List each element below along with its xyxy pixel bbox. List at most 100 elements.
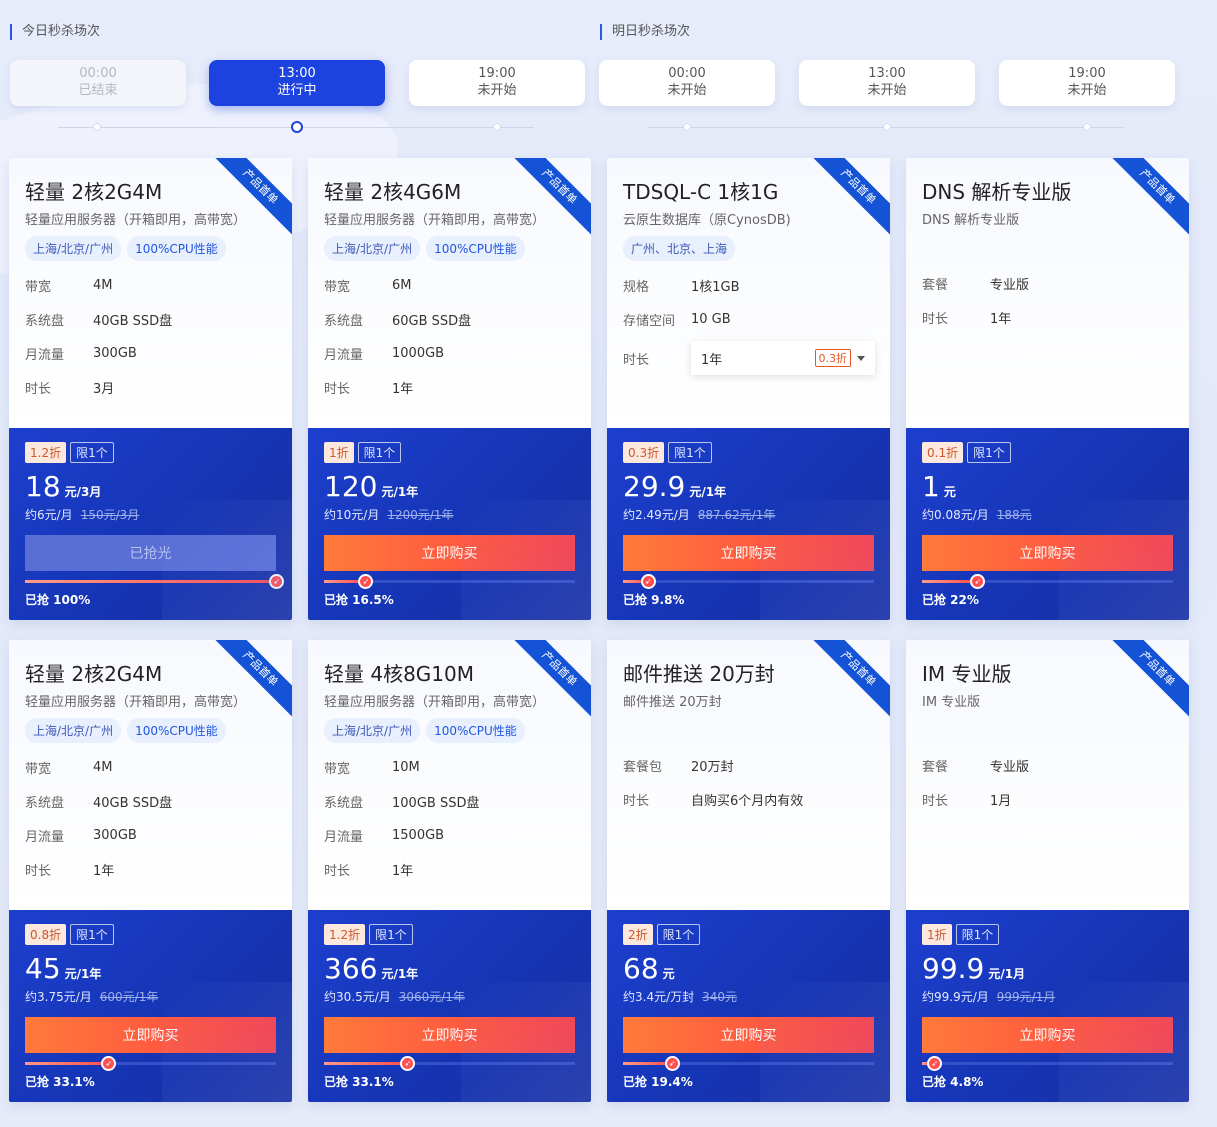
price-unit: 元/1年: [381, 967, 419, 981]
product-title: 轻量 2核2G4M: [25, 180, 163, 204]
product-subtitle: 轻量应用服务器（开箱即用，高带宽）: [324, 213, 546, 228]
sold-progress-bar: ➶: [324, 1056, 575, 1071]
spec-key: 时长: [623, 352, 650, 368]
price: 366 元/1年: [324, 952, 418, 985]
slot-status: 已结束: [78, 83, 118, 98]
price: 18 元/3月: [25, 470, 101, 503]
spec-key: 带宽: [25, 761, 52, 777]
spec-key: 时长: [324, 863, 351, 879]
buy-now-button[interactable]: 立即购买: [324, 535, 575, 571]
per-month: 约3.4元/万封: [623, 990, 695, 1004]
price-panel: 1折 限1个 120 元/1年 约10元/月 1200元/1年 立即购买 ➶ 已抢 …: [308, 428, 591, 620]
product-subtitle: DNS 解析专业版: [922, 213, 1020, 228]
product-card: 产品首单 轻量 2核2G4M 轻量应用服务器（开箱即用，高带宽） 上海/北京/广…: [9, 640, 292, 1102]
sold-percentage: 已抢 33.1%: [25, 1075, 95, 1089]
spec-row: 带宽 6M: [324, 268, 471, 302]
spec-key: 规格: [623, 279, 650, 295]
price-value: 29.9: [623, 470, 686, 503]
spec-key: 时长: [922, 311, 949, 327]
spec-row: 套餐 专业版: [922, 266, 1029, 300]
slot-tomorrow-1900[interactable]: 19:00 未开始: [999, 60, 1175, 106]
buy-now-button[interactable]: 立即购买: [922, 1017, 1173, 1053]
rocket-icon: ➶: [358, 574, 374, 589]
spec-value: 10M: [392, 759, 420, 775]
buy-now-button[interactable]: 立即购买: [922, 535, 1173, 571]
rocket-icon: ➶: [927, 1056, 943, 1071]
slot-today-0000[interactable]: 00:00 已结束: [10, 60, 186, 106]
rocket-icon: ➶: [970, 574, 986, 589]
spec-value: 60GB SSD盘: [392, 313, 472, 329]
price-panel: 1.2折 限1个 366 元/1年 约30.5元/月 3060元/1年 立即购买 ➶…: [308, 910, 591, 1102]
badge-list: 1折 限1个: [324, 442, 402, 463]
spec-row: 系统盘 100GB SSD盘: [324, 784, 479, 818]
tag-list: 上海/北京/广州 100%CPU性能: [25, 236, 226, 261]
spec-value: 1年: [392, 381, 414, 397]
today-section-label: 今日秒杀场次: [10, 24, 100, 40]
rocket-icon: ➶: [400, 1056, 416, 1071]
badge-list: 0.1折 限1个: [922, 442, 1011, 463]
slot-status: 未开始: [477, 83, 517, 98]
progress-fill: [922, 580, 978, 583]
price-value: 1: [922, 470, 940, 503]
buy-now-button[interactable]: 立即购买: [623, 535, 874, 571]
price-panel: 2折 限1个 68 元 约3.4元/万封 340元 立即购买 ➶ 已抢 19.4%: [607, 910, 890, 1102]
price-per: 约30.5元/月 3060元/1年: [324, 988, 465, 1005]
product-subtitle: IM 专业版: [922, 695, 981, 710]
per-month: 约30.5元/月: [324, 990, 391, 1004]
sold-percentage: 已抢 100%: [25, 593, 91, 607]
sold-percentage: 已抢 4.8%: [922, 1075, 984, 1089]
spec-value: 20万封: [691, 759, 734, 775]
spec-key: 套餐包: [623, 759, 663, 775]
slot-today-1900[interactable]: 19:00 未开始: [409, 60, 585, 106]
spec-value: 1年: [392, 863, 414, 879]
spec-key: 套餐: [922, 277, 949, 293]
spec-key: 套餐: [922, 759, 949, 775]
limit-badge: 限1个: [955, 924, 1000, 945]
buy-now-button[interactable]: 立即购买: [623, 1017, 874, 1053]
limit-badge: 限1个: [668, 442, 712, 463]
spec-value: 专业版: [990, 759, 1030, 775]
badge-list: 1.2折 限1个: [25, 442, 114, 463]
product-card: 产品首单 DNS 解析专业版 DNS 解析专业版 套餐 专业版 时长 1年 0.…: [906, 158, 1189, 620]
slot-today-1300[interactable]: 13:00 进行中: [209, 60, 385, 106]
slot-tomorrow-1300[interactable]: 13:00 未开始: [799, 60, 975, 106]
progress-fill: [25, 580, 276, 583]
sold-progress-bar: ➶: [922, 1056, 1173, 1071]
spec-list: 带宽 6M 系统盘 60GB SSD盘 月流量 1000GB 时长 1年: [324, 268, 471, 404]
product-title: 邮件推送 20万封: [623, 662, 775, 686]
region-tag: 上海/北京/广州: [25, 718, 122, 743]
slot-tomorrow-0000[interactable]: 00:00 未开始: [599, 60, 775, 106]
spec-row: 规格 1核1GB: [623, 268, 875, 302]
buy-now-button[interactable]: 立即购买: [25, 1017, 276, 1053]
limit-badge: 限1个: [70, 442, 114, 463]
price: 120 元/1年: [324, 470, 418, 503]
product-card: 产品首单 IM 专业版 IM 专业版 套餐 专业版 时长 1月 1折 限1个 9…: [906, 640, 1189, 1102]
card-top: [9, 158, 292, 428]
product-subtitle: 轻量应用服务器（开箱即用，高带宽）: [25, 695, 247, 710]
spec-list: 带宽 4M 系统盘 40GB SSD盘 月流量 300GB 时长 3月: [25, 268, 172, 404]
spec-row: 系统盘 60GB SSD盘: [324, 302, 471, 336]
sold-percentage: 已抢 16.5%: [324, 593, 394, 607]
sold-out-button[interactable]: 已抢光: [25, 535, 276, 571]
product-title: 轻量 2核2G4M: [25, 662, 163, 686]
price-unit: 元/3月: [64, 485, 102, 499]
spec-row: 时长 3月: [25, 370, 172, 404]
spec-key: 带宽: [25, 279, 52, 295]
slot-status: 进行中: [277, 83, 317, 98]
spec-key: 带宽: [324, 279, 351, 295]
spec-value: 40GB SSD盘: [93, 795, 173, 811]
card-top: [308, 158, 591, 428]
spec-key: 时长: [324, 381, 351, 397]
discount-badge: 0.1折: [922, 442, 964, 463]
spec-list: 套餐 专业版 时长 1月: [922, 748, 1029, 816]
buy-now-button[interactable]: 立即购买: [324, 1017, 575, 1053]
spec-key: 时长: [623, 793, 650, 809]
region-tag: 上海/北京/广州: [324, 718, 421, 743]
spec-row-duration: 时长 1年 0.3折: [623, 336, 875, 380]
spec-row: 带宽 4M: [25, 750, 172, 784]
region-tag: 100%CPU性能: [127, 718, 226, 743]
price-panel: 0.8折 限1个 45 元/1年 约3.75元/月 600元/1年 立即购买 ➶ 已…: [9, 910, 292, 1102]
original-price: 999元/1月: [996, 990, 1056, 1004]
duration-select[interactable]: 1年 0.3折: [691, 341, 875, 375]
